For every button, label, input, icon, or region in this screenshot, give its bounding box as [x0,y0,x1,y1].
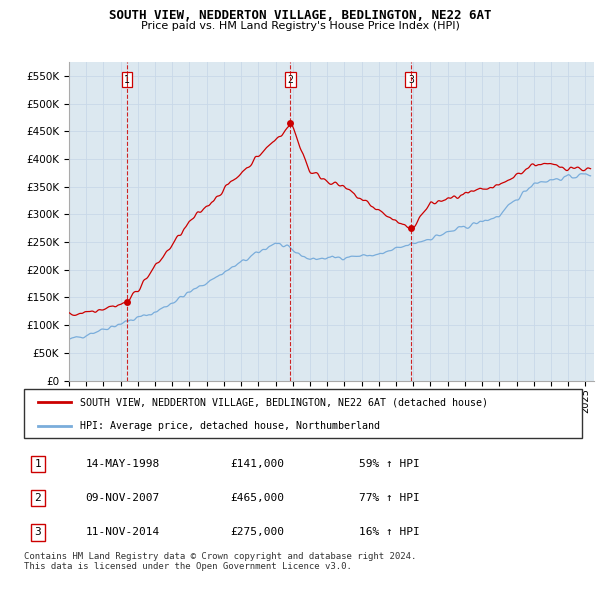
Text: 11-NOV-2014: 11-NOV-2014 [85,527,160,537]
Text: 2: 2 [35,493,41,503]
Text: Contains HM Land Registry data © Crown copyright and database right 2024.
This d: Contains HM Land Registry data © Crown c… [24,552,416,571]
Text: 3: 3 [408,75,414,85]
Text: £141,000: £141,000 [230,459,284,469]
Text: 77% ↑ HPI: 77% ↑ HPI [359,493,419,503]
Text: 1: 1 [124,75,130,85]
Text: 2: 2 [287,75,293,85]
Text: 3: 3 [35,527,41,537]
Text: HPI: Average price, detached house, Northumberland: HPI: Average price, detached house, Nort… [80,421,380,431]
Text: 09-NOV-2007: 09-NOV-2007 [85,493,160,503]
Text: 1: 1 [35,459,41,469]
Text: Price paid vs. HM Land Registry's House Price Index (HPI): Price paid vs. HM Land Registry's House … [140,21,460,31]
Text: 14-MAY-1998: 14-MAY-1998 [85,459,160,469]
Text: 59% ↑ HPI: 59% ↑ HPI [359,459,419,469]
Text: SOUTH VIEW, NEDDERTON VILLAGE, BEDLINGTON, NE22 6AT (detached house): SOUTH VIEW, NEDDERTON VILLAGE, BEDLINGTO… [80,398,488,408]
Text: £465,000: £465,000 [230,493,284,503]
Text: SOUTH VIEW, NEDDERTON VILLAGE, BEDLINGTON, NE22 6AT: SOUTH VIEW, NEDDERTON VILLAGE, BEDLINGTO… [109,9,491,22]
FancyBboxPatch shape [24,389,582,438]
Text: 16% ↑ HPI: 16% ↑ HPI [359,527,419,537]
Text: £275,000: £275,000 [230,527,284,537]
